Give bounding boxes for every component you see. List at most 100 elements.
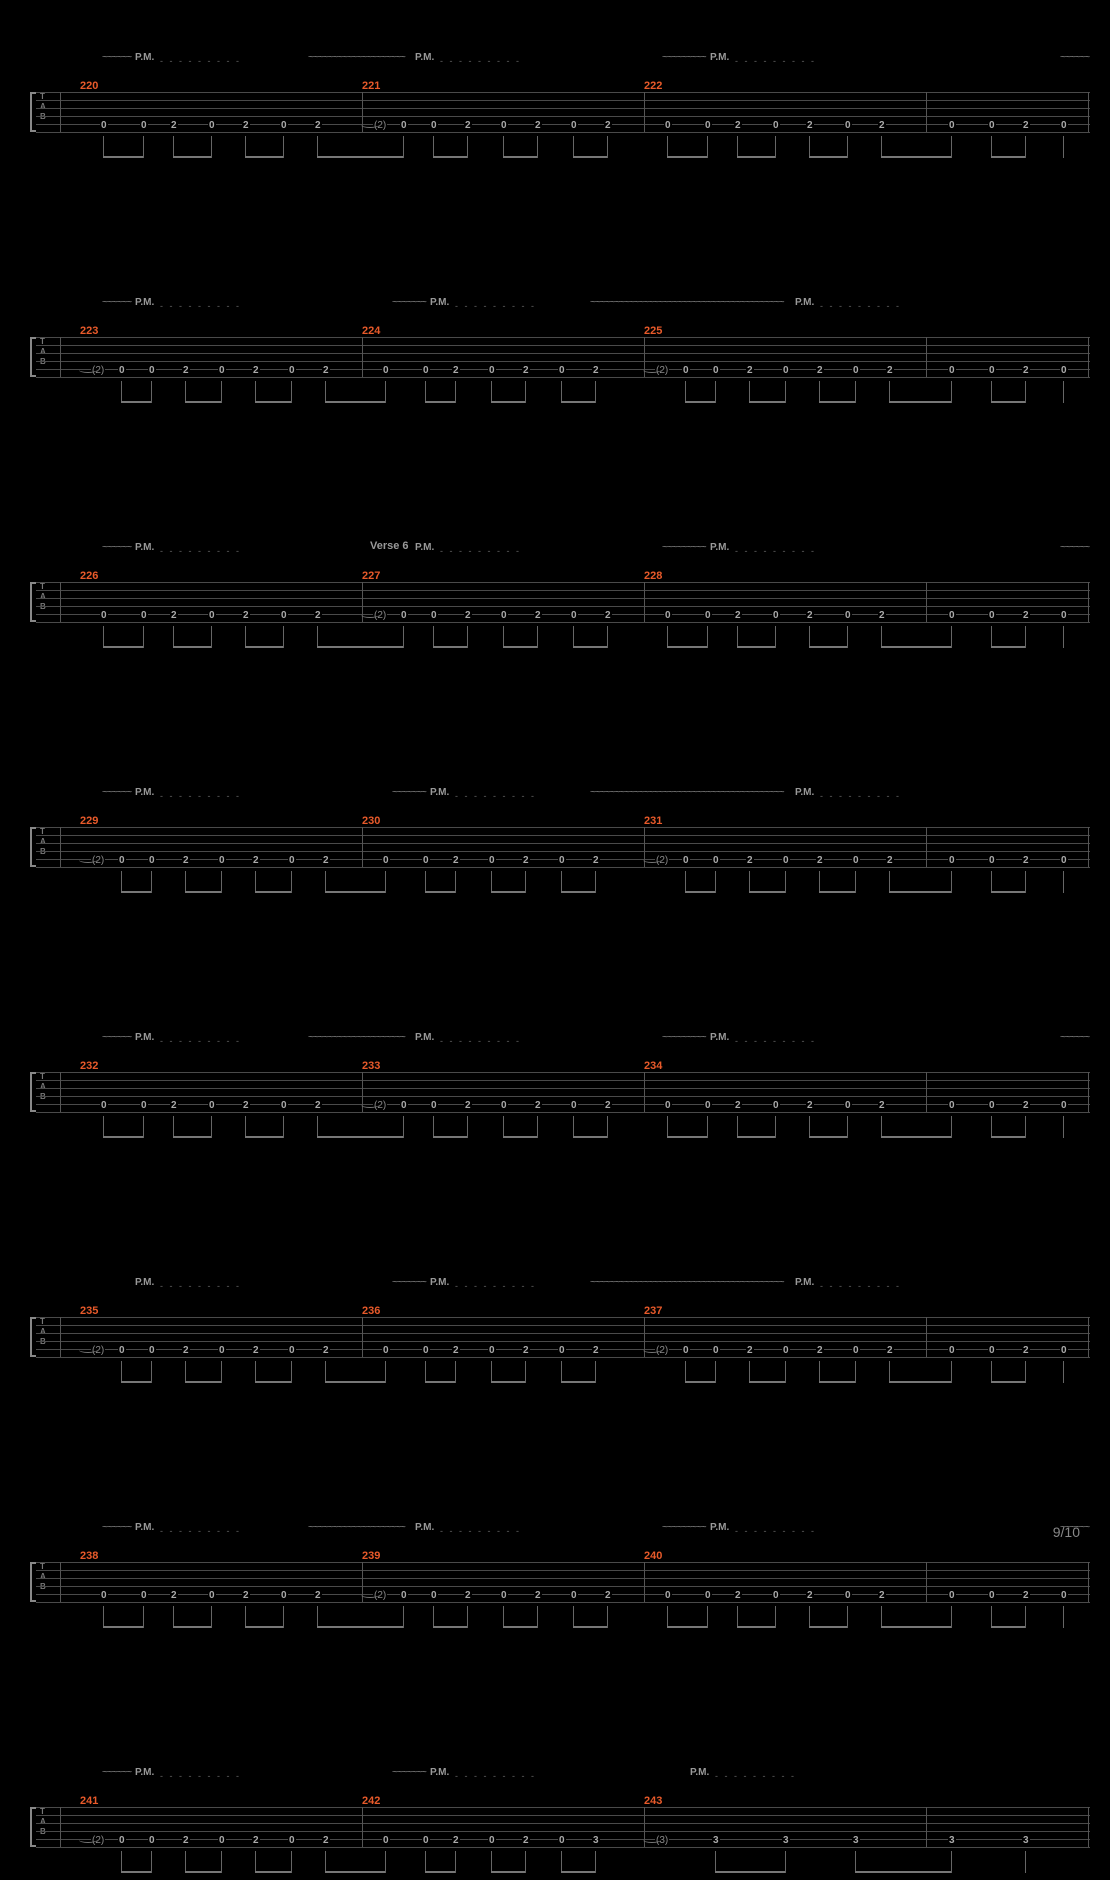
measure-number: 221 [362, 80, 380, 92]
note-stem [143, 626, 144, 648]
note-stem [737, 626, 738, 648]
note-stem [991, 381, 992, 403]
fret-number: 2 [734, 1590, 742, 1601]
fret-number: 0 [570, 1100, 578, 1111]
barline [926, 1072, 927, 1112]
note-stem [403, 136, 404, 158]
fret-number: 0 [488, 365, 496, 376]
note-stem [707, 626, 708, 648]
fret-number: 2 [1022, 610, 1030, 621]
fret-number: 2 [878, 1590, 886, 1601]
note-beam [433, 156, 467, 158]
palm-mute-label: P.M. [415, 1522, 434, 1533]
note-stem [715, 1851, 716, 1873]
note-stem [221, 1361, 222, 1383]
palm-mute-extent: - - - - - - - - - ┤ [735, 546, 820, 556]
fret-number: 0 [682, 855, 690, 866]
note-beam [685, 401, 715, 403]
fret-number: 0 [1060, 120, 1068, 131]
note-beam [573, 646, 607, 648]
fret-number: 2 [182, 855, 190, 866]
note-beam [881, 1626, 951, 1628]
fret-number: 0 [948, 1345, 956, 1356]
note-stem [211, 1606, 212, 1628]
note-stem [715, 871, 716, 893]
fret-number: 0 [208, 1100, 216, 1111]
note-beam [325, 1381, 385, 1383]
note-stem [245, 1606, 246, 1628]
note-stem [467, 1116, 468, 1138]
note-stem [881, 136, 882, 158]
note-beam [881, 646, 951, 648]
fret-number: 2 [252, 1345, 260, 1356]
barline [60, 1562, 61, 1602]
fret-number: 2 [734, 120, 742, 131]
note-stem [855, 1851, 856, 1873]
note-stem [1025, 871, 1026, 893]
fret-number: 0 [704, 610, 712, 621]
palm-mute-label: P.M. [430, 297, 449, 308]
fret-number: 0 [422, 365, 430, 376]
fret-number: 0 [400, 610, 408, 621]
note-stem [607, 1606, 608, 1628]
fret-number: 0 [500, 610, 508, 621]
palm-mute-extent: - - - - - - - - - ┤ [455, 1771, 540, 1781]
tie-arc [79, 857, 97, 863]
palm-mute-label: P.M. [430, 787, 449, 798]
barline [362, 337, 363, 377]
note-stem [749, 1361, 750, 1383]
note-stem [467, 626, 468, 648]
note-stem [325, 1361, 326, 1383]
note-stem [991, 871, 992, 893]
fret-number: 2 [322, 1835, 330, 1846]
fret-number: 2 [604, 1590, 612, 1601]
note-stem [749, 381, 750, 403]
palm-mute-label: P.M. [795, 787, 814, 798]
note-stem [889, 381, 890, 403]
note-stem [185, 1361, 186, 1383]
note-stem [1063, 626, 1064, 648]
palm-mute-extent: - - - - - - - - - ┤ [440, 1036, 525, 1046]
fret-number: 2 [1022, 365, 1030, 376]
note-stem [491, 1851, 492, 1873]
note-beam [991, 156, 1025, 158]
fret-number: 0 [852, 365, 860, 376]
note-beam [433, 1136, 467, 1138]
fret-number: 2 [1022, 1345, 1030, 1356]
note-beam [425, 401, 455, 403]
note-stem [103, 1606, 104, 1628]
note-beam [103, 1626, 143, 1628]
note-stem [317, 1116, 318, 1138]
palm-mute-label: P.M. [690, 1767, 709, 1778]
note-stem [403, 626, 404, 648]
note-stem [173, 1606, 174, 1628]
fret-number: 2 [322, 365, 330, 376]
fret-number: 0 [208, 120, 216, 131]
note-stem [317, 626, 318, 648]
note-stem [595, 381, 596, 403]
note-beam [889, 401, 951, 403]
palm-mute-extent: - - - - - - - - - ┤ [440, 56, 525, 66]
note-beam [991, 891, 1025, 893]
note-beam [173, 156, 211, 158]
fret-number: 0 [682, 1345, 690, 1356]
note-beam [685, 1381, 715, 1383]
note-stem [855, 381, 856, 403]
palm-mute-extent: - - - - - - - - - ┤ [160, 1281, 245, 1291]
fret-number: 0 [704, 1590, 712, 1601]
note-beam [855, 1871, 951, 1873]
tie-arc [643, 1837, 661, 1843]
fret-number: 2 [1022, 855, 1030, 866]
barline [644, 1562, 645, 1602]
note-stem [1025, 381, 1026, 403]
note-beam [881, 1136, 951, 1138]
note-stem [991, 136, 992, 158]
note-beam [317, 1626, 403, 1628]
fret-number: 0 [782, 365, 790, 376]
fret-number: 2 [170, 1100, 178, 1111]
note-stem [325, 1851, 326, 1873]
fret-number: 0 [500, 120, 508, 131]
barline [926, 337, 927, 377]
fret-number: 2 [522, 855, 530, 866]
note-beam [503, 646, 537, 648]
